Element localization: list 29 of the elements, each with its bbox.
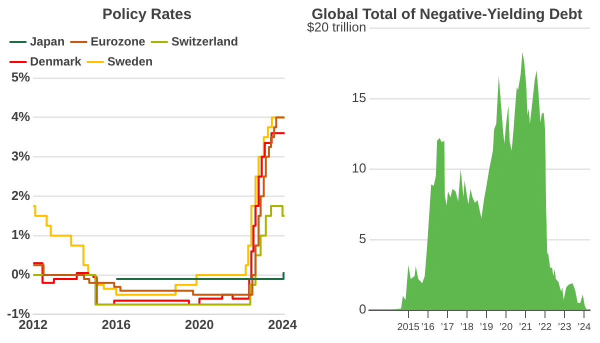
legend-label: Denmark — [30, 54, 82, 68]
y-tick-label: 5 — [359, 231, 366, 246]
x-tick-label: ’20 — [499, 322, 514, 333]
y-tick-label: 1% — [11, 227, 31, 242]
y-tick-label: 2% — [11, 188, 31, 203]
legend-label: Sweden — [107, 54, 153, 68]
x-tick-label: ’19 — [480, 322, 494, 333]
x-tick-label: ’23 — [558, 322, 572, 333]
y-tick-label: 10 — [352, 160, 366, 176]
chart-title: Policy Rates — [102, 6, 192, 24]
x-tick-label: ’16 — [421, 322, 435, 333]
x-tick-label: 2015 — [397, 322, 420, 333]
legend-label: Switzerland — [171, 34, 238, 48]
y-tick-label: 0% — [11, 266, 31, 282]
y-tick-label: 5% — [11, 70, 31, 85]
y-tick-label: 0 — [359, 302, 366, 317]
x-tick-label: ’24 — [577, 322, 592, 333]
x-tick-label: 2020 — [184, 316, 214, 332]
x-tick-label: ’18 — [460, 322, 474, 333]
x-tick-label: ’22 — [538, 322, 552, 333]
y-tick-label: 3% — [11, 148, 31, 164]
legend-label: Japan — [30, 34, 65, 48]
y-tick-label: 4% — [11, 108, 31, 124]
x-tick-label: 2024 — [268, 316, 298, 332]
y-tick-label: 15 — [352, 90, 366, 106]
x-tick-label: 2016 — [102, 316, 131, 332]
x-tick-label: ’21 — [518, 322, 533, 333]
legend-label: Eurozone — [90, 34, 146, 48]
x-tick-label: ’17 — [440, 322, 454, 333]
